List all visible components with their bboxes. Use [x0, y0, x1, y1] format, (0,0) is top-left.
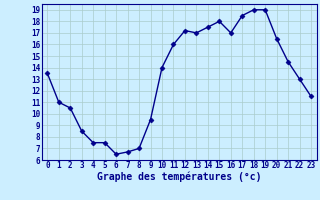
X-axis label: Graphe des températures (°c): Graphe des températures (°c) [97, 172, 261, 182]
